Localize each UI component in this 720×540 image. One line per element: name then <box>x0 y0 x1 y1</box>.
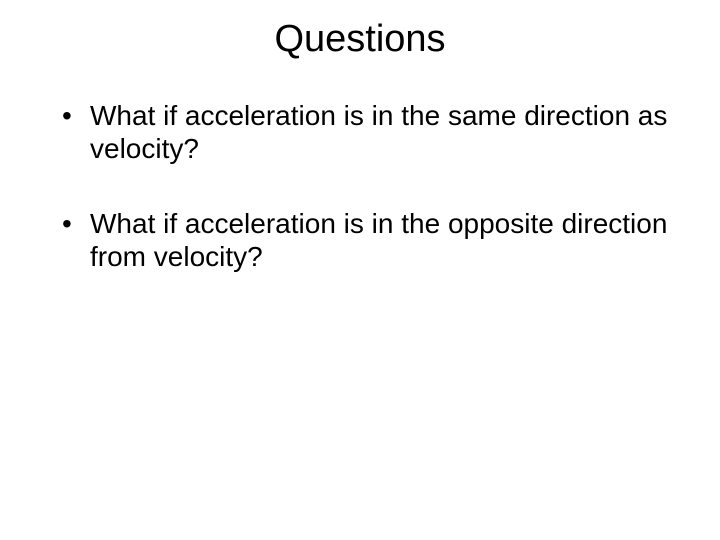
bullet-item: What if acceleration is in the opposite … <box>62 207 680 273</box>
slide-container: Questions What if acceleration is in the… <box>0 0 720 540</box>
bullet-item: What if acceleration is in the same dire… <box>62 99 680 165</box>
slide-title: Questions <box>40 18 680 61</box>
bullet-list: What if acceleration is in the same dire… <box>40 99 680 273</box>
